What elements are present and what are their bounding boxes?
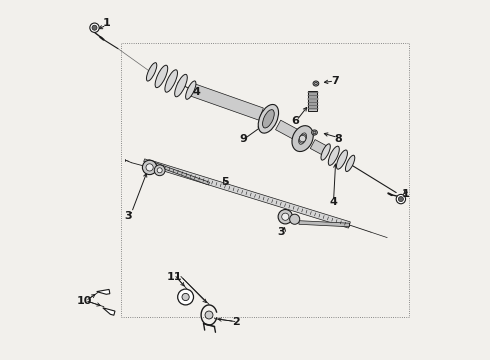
Ellipse shape (313, 81, 319, 86)
Bar (308, 105, 318, 106)
Text: 1: 1 (102, 18, 110, 28)
Circle shape (154, 165, 165, 176)
Text: 10: 10 (77, 296, 93, 306)
Circle shape (157, 168, 162, 173)
Bar (308, 102, 318, 103)
Circle shape (290, 214, 300, 224)
Text: 7: 7 (331, 76, 339, 86)
Bar (121, 43, 409, 317)
Ellipse shape (263, 110, 274, 128)
Polygon shape (275, 120, 298, 139)
Circle shape (90, 23, 99, 32)
Ellipse shape (313, 131, 316, 134)
Circle shape (282, 213, 289, 220)
Bar (308, 108, 318, 109)
Text: 6: 6 (292, 116, 299, 126)
Circle shape (178, 289, 194, 305)
Circle shape (205, 311, 213, 319)
Text: 2: 2 (232, 317, 240, 327)
Text: 3: 3 (124, 211, 132, 221)
Ellipse shape (345, 155, 355, 171)
Text: 4: 4 (193, 87, 200, 97)
Polygon shape (103, 308, 115, 315)
Ellipse shape (337, 150, 347, 169)
Circle shape (143, 160, 157, 175)
Polygon shape (144, 159, 210, 185)
Circle shape (92, 25, 97, 30)
Text: 11: 11 (167, 272, 183, 282)
Bar (308, 91, 317, 111)
Ellipse shape (299, 133, 307, 144)
Text: 5: 5 (221, 177, 229, 187)
Ellipse shape (315, 82, 318, 85)
Bar (308, 92, 318, 93)
Polygon shape (191, 84, 263, 120)
Bar (308, 95, 318, 96)
Circle shape (182, 293, 189, 301)
Text: 9: 9 (239, 134, 247, 144)
Polygon shape (97, 289, 110, 294)
Ellipse shape (299, 134, 306, 143)
Ellipse shape (175, 75, 187, 97)
Ellipse shape (155, 65, 168, 87)
Polygon shape (310, 140, 328, 156)
Circle shape (398, 197, 403, 202)
Circle shape (396, 194, 406, 204)
Ellipse shape (147, 63, 157, 81)
Polygon shape (147, 159, 350, 228)
Circle shape (278, 210, 293, 224)
Text: 8: 8 (335, 134, 343, 144)
Ellipse shape (299, 135, 306, 142)
Ellipse shape (292, 126, 313, 152)
Ellipse shape (186, 81, 196, 99)
Text: 3: 3 (277, 227, 285, 237)
Text: 1: 1 (401, 189, 409, 199)
Ellipse shape (321, 144, 330, 160)
Polygon shape (299, 221, 349, 227)
Bar (308, 98, 318, 100)
Circle shape (146, 164, 153, 171)
Ellipse shape (312, 130, 318, 135)
Text: 4: 4 (329, 197, 337, 207)
Ellipse shape (328, 146, 339, 165)
Ellipse shape (258, 104, 278, 133)
Ellipse shape (165, 70, 177, 92)
